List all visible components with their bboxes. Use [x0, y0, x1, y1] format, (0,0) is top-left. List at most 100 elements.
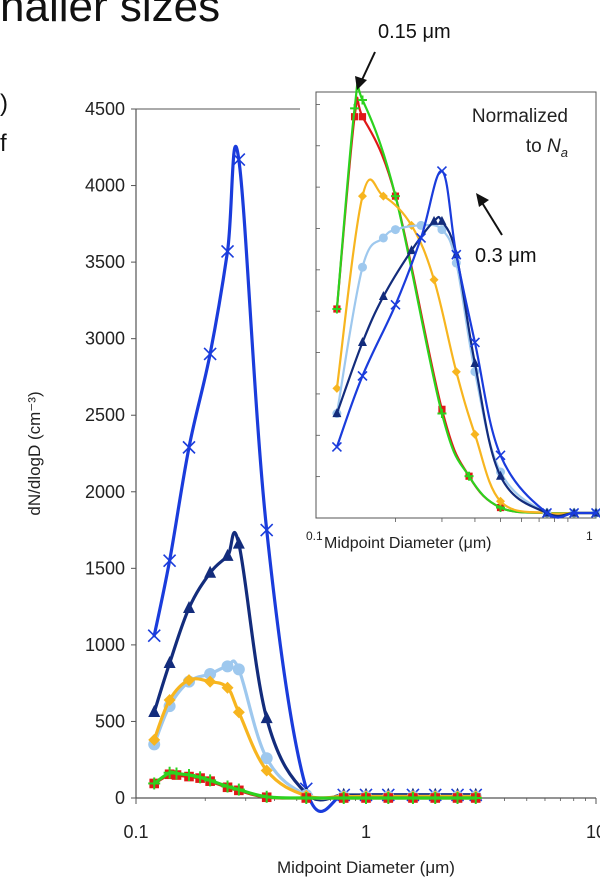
data-point-x-9	[569, 507, 580, 519]
callout-arrowhead-0.15um	[355, 76, 367, 90]
data-point-x-5	[232, 152, 246, 167]
data-point-triangle-0	[332, 408, 342, 418]
x-mark-stroke	[163, 554, 177, 568]
data-point-circle-3	[204, 667, 217, 680]
data-point-circle-6	[260, 752, 273, 765]
x-tick-label: 0.1	[123, 822, 148, 842]
x-mark-stroke	[436, 165, 448, 177]
data-point-triangle-3	[406, 245, 416, 255]
data-point-diamond-1	[357, 191, 367, 201]
y-tick-label: 4500	[85, 99, 125, 119]
x-mark-stroke	[590, 507, 600, 519]
series-line-triangle	[152, 531, 478, 802]
x-mark-stroke	[451, 249, 462, 260]
data-point-x-6	[469, 337, 480, 348]
callout-arrowhead-0.3um	[476, 193, 489, 207]
inset-chart: 0.1 Midpoint Diameter (μm) 1 Normalized to N…	[306, 21, 600, 552]
data-point-x-4	[436, 165, 448, 177]
data-point-plus-4	[437, 409, 447, 418]
data-point-plus-2	[357, 95, 367, 105]
data-point-triangle-3	[204, 565, 217, 578]
data-point-plus-5	[204, 774, 217, 787]
x-mark-stroke	[260, 523, 274, 537]
data-point-diamond-4	[429, 275, 439, 285]
data-point-diamond-6	[260, 764, 273, 777]
data-point-diamond-0	[148, 733, 161, 746]
y-tick-label: 1500	[85, 558, 125, 578]
data-point-triangle-5	[437, 215, 447, 225]
data-point-circle-4	[221, 660, 234, 673]
callout-arrow-0.15um	[360, 51, 376, 83]
data-point-x-3	[203, 347, 217, 361]
y-tick-label: 500	[95, 711, 125, 731]
x-mark-stroke	[357, 370, 368, 381]
y-tick-label: 0	[115, 788, 125, 808]
data-point-plus-14	[429, 792, 442, 804]
data-point-diamond-1	[163, 694, 176, 707]
data-point-plus-15	[451, 792, 464, 804]
data-point-x-10	[590, 507, 600, 519]
data-point-plus-8	[260, 790, 273, 803]
data-point-plus-1	[350, 103, 360, 113]
x-axis-label: Midpoint Diameter (μm)	[277, 858, 455, 877]
data-point-plus-6	[221, 780, 234, 793]
inset-x-tick-label-min: 0.1	[306, 529, 323, 543]
inset-frame	[315, 91, 597, 519]
inset-annotation-to-na: to Na	[526, 136, 568, 160]
data-point-plus-3	[183, 769, 196, 782]
y-tick-label: 3500	[85, 252, 125, 272]
x-mark-stroke	[495, 450, 506, 461]
x-mark-stroke	[182, 440, 196, 454]
data-point-triangle-8	[496, 470, 506, 480]
x-tick-label: 1	[361, 822, 371, 842]
data-point-triangle-1	[163, 656, 176, 669]
data-point-x-0	[147, 629, 161, 643]
slide-heading-fragment: naller sizes	[0, 0, 221, 31]
x-mark-stroke	[220, 244, 235, 258]
data-point-diamond-4	[221, 681, 234, 694]
data-point-square-2	[358, 113, 367, 121]
data-point-x-6	[260, 523, 274, 537]
left-text-fragment-1: )	[0, 90, 8, 117]
data-point-triangle-4	[221, 548, 234, 561]
data-point-plus-2	[170, 767, 183, 780]
data-point-plus-4	[194, 771, 207, 784]
data-point-circle-1	[357, 262, 367, 272]
data-point-triangle-6	[260, 711, 273, 724]
data-point-x-1	[163, 554, 177, 568]
y-tick-label: 1000	[85, 635, 125, 655]
x-mark-stroke	[415, 232, 427, 244]
x-mark-stroke	[390, 299, 401, 310]
data-point-plus-16	[469, 792, 482, 804]
x-mark-stroke	[203, 347, 217, 361]
data-point-diamond-3	[204, 675, 217, 688]
data-point-x-3	[415, 232, 427, 244]
data-point-triangle-4	[429, 215, 439, 225]
data-point-plus-12	[382, 792, 395, 804]
y-tick-label: 4000	[85, 176, 125, 196]
data-point-x-7	[495, 450, 506, 461]
data-point-circle-5	[437, 225, 447, 235]
x-mark-stroke	[147, 629, 161, 643]
data-point-plus-0	[332, 304, 342, 314]
data-point-x-2	[390, 299, 401, 310]
data-point-plus-13	[406, 792, 419, 804]
callout-label-0.3um: 0.3 μm	[475, 245, 537, 267]
inset-annotation-normalized: Normalized	[472, 106, 568, 127]
left-text-fragment-2: f	[0, 130, 7, 157]
data-point-circle-2	[378, 233, 388, 243]
data-point-triangle-5	[232, 536, 245, 549]
x-tick-label: 10	[586, 822, 600, 842]
data-point-triangle-2	[183, 600, 196, 613]
data-point-circle-5	[232, 663, 245, 676]
data-point-triangle-2	[378, 291, 388, 301]
x-mark-stroke	[569, 507, 580, 519]
data-point-plus-7	[232, 783, 245, 796]
data-point-diamond-6	[470, 429, 480, 439]
data-point-x-2	[182, 440, 196, 454]
data-point-x-4	[220, 244, 235, 258]
data-point-x-1	[357, 370, 368, 381]
x-mark-stroke	[469, 337, 480, 348]
data-point-plus-5	[464, 471, 474, 481]
callout-arrow-0.3um	[480, 200, 503, 236]
